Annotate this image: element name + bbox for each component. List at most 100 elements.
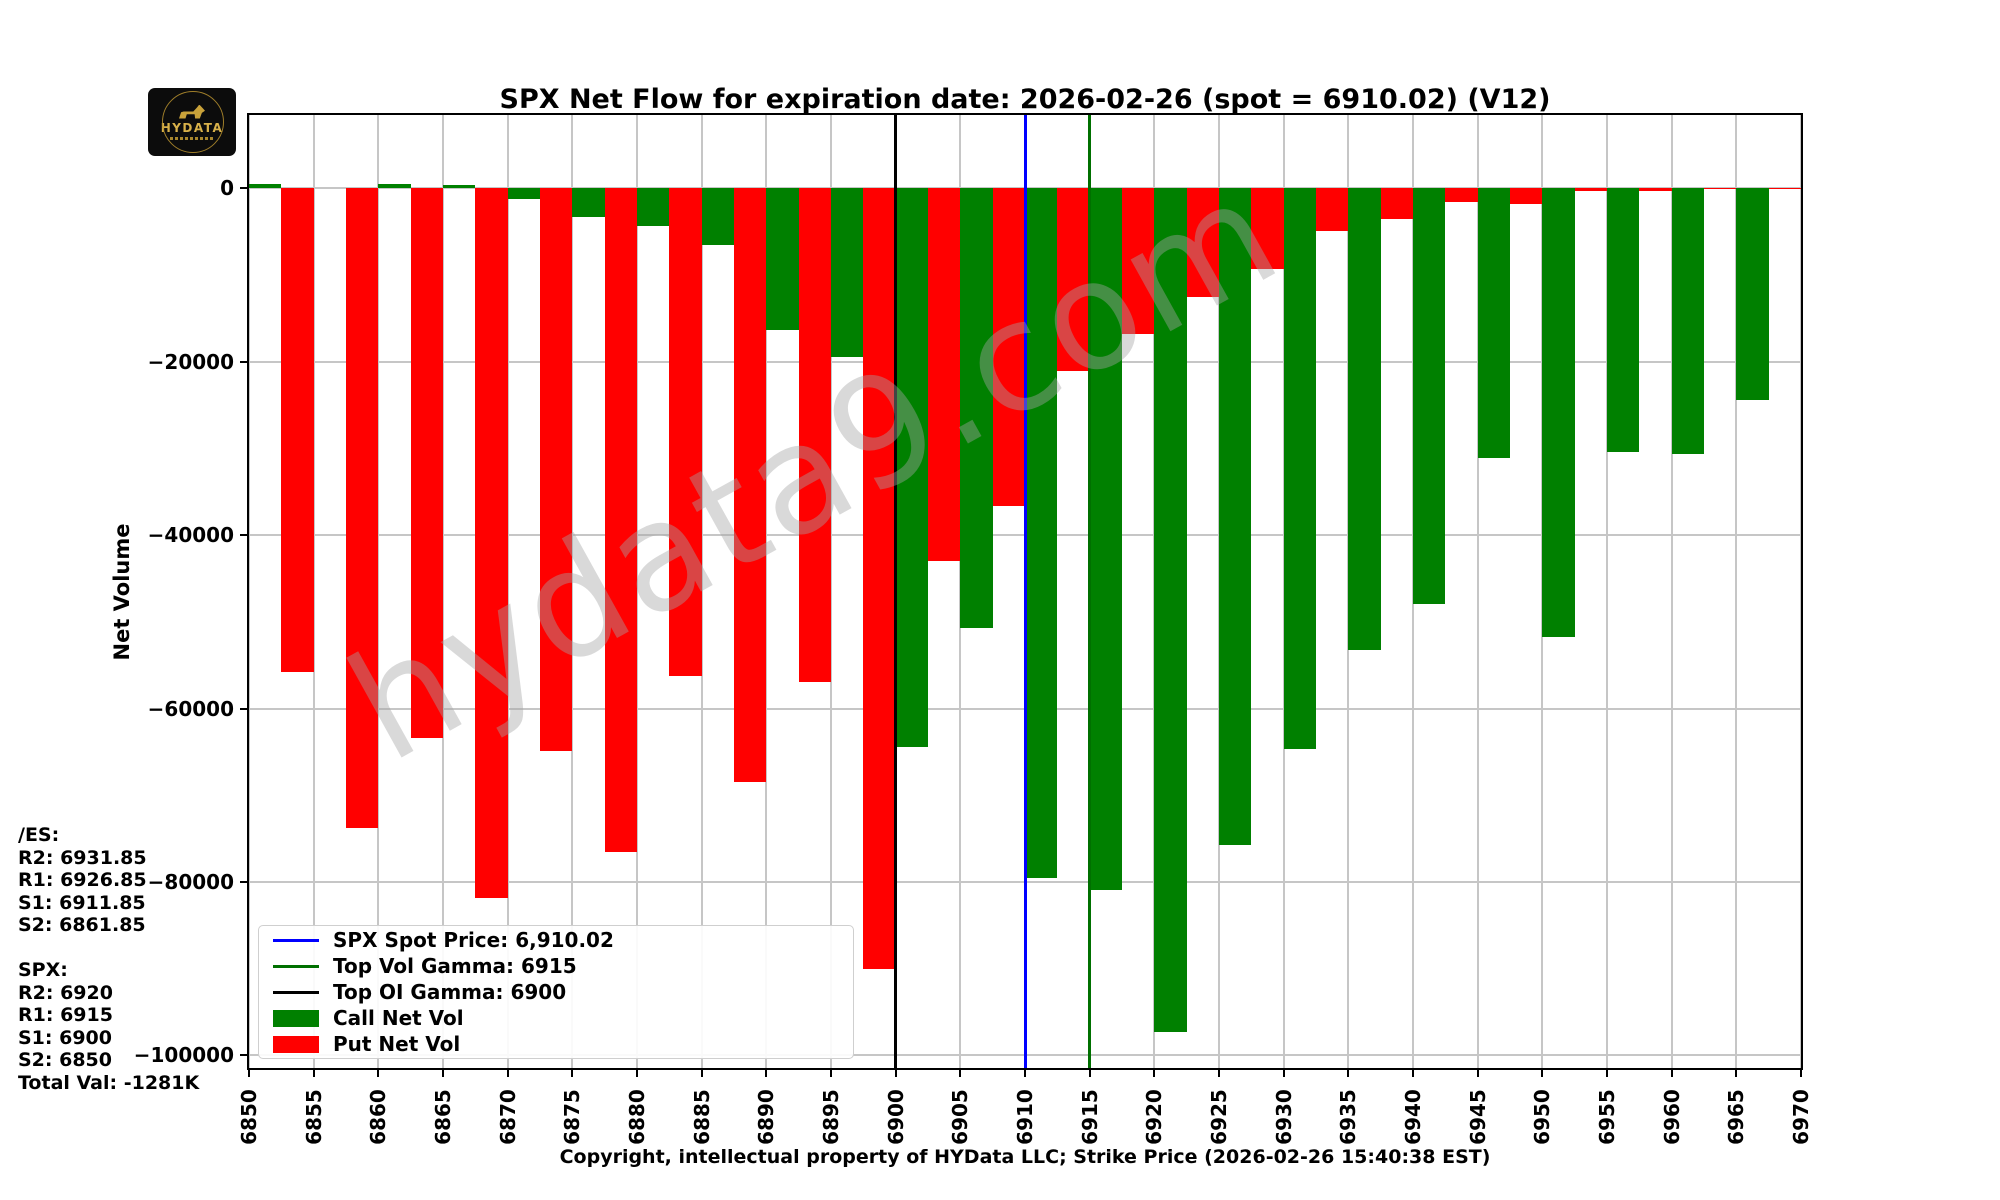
bar-call-6945 (1477, 188, 1510, 458)
x-tick-mark (1541, 1068, 1544, 1077)
hydata-logo: HYDATA (148, 88, 236, 156)
x-tick-mark (248, 1068, 250, 1077)
bar-call-6875 (572, 188, 605, 217)
v-gridline (765, 115, 768, 1068)
legend-row: Put Net Vol (259, 1031, 853, 1057)
y-tick-label: −80000 (147, 869, 234, 894)
x-tick-mark (1800, 1068, 1802, 1077)
bar-call-6910 (1025, 188, 1058, 879)
bar-put-6860 (410, 188, 443, 738)
plot-border-right (1801, 115, 1803, 1070)
reference-line-6910.02 (1023, 115, 1027, 1068)
legend: SPX Spot Price: 6,910.02 Top Vol Gamma: 6… (258, 925, 854, 1059)
legend-line-marker (273, 964, 319, 968)
y-tick-label: −20000 (147, 349, 234, 374)
x-tick-mark (1476, 1068, 1479, 1077)
bar-put-6905 (992, 188, 1025, 506)
x-tick-mark (700, 1068, 703, 1077)
bar-call-6865 (443, 184, 476, 189)
x-tick-label: 6855 (301, 1089, 326, 1145)
v-gridline (1735, 115, 1738, 1068)
v-gridline (442, 115, 444, 1068)
bar-put-6875 (604, 188, 637, 852)
bar-put-6855 (346, 188, 379, 829)
v-gridline (377, 115, 380, 1068)
x-tick-mark (571, 1068, 574, 1077)
x-tick-mark (377, 1068, 380, 1077)
legend-row: Top Vol Gamma: 6915 (259, 953, 853, 979)
v-gridline (830, 115, 832, 1068)
x-tick-mark (442, 1068, 444, 1077)
info-line: R2: 6931.85 (18, 846, 147, 869)
info-line: S2: 6861.85 (18, 914, 146, 936)
legend-marker-swatch (273, 1035, 319, 1053)
v-gridline (1606, 115, 1608, 1068)
bar-call-6940 (1413, 188, 1446, 605)
v-gridline (1476, 115, 1479, 1068)
bar-call-6935 (1348, 188, 1381, 650)
v-gridline (248, 115, 250, 1068)
bar-call-6915 (1089, 188, 1122, 890)
bar-call-6900 (895, 188, 928, 747)
bar-call-6895 (831, 188, 864, 358)
x-tick-mark (959, 1068, 962, 1077)
legend-marker-swatch (273, 1009, 319, 1027)
x-tick-mark (1218, 1068, 1220, 1077)
info-line (18, 937, 199, 960)
bar-put-6950 (1574, 188, 1607, 191)
chart-title: SPX Net Flow for expiration date: 2026-0… (499, 84, 1551, 115)
v-gridline (1670, 115, 1673, 1068)
info-line: Total Val: -1281K (18, 1071, 200, 1094)
bar-put-6945 (1510, 188, 1543, 204)
x-tick-label: 6860 (366, 1089, 391, 1145)
bar-call-6905 (960, 188, 993, 628)
info-line: /ES: (18, 824, 60, 846)
reference-line-6900 (894, 115, 898, 1068)
info-line: S1: 6911.85 (18, 891, 146, 914)
y-tick-mark (240, 187, 249, 190)
bar-call-6965 (1736, 188, 1769, 400)
legend-line-marker (273, 990, 319, 994)
x-tick-label: 6850 (237, 1089, 261, 1145)
bar-call-6960 (1671, 188, 1704, 455)
y-tick-mark (240, 1054, 249, 1057)
y-tick-label: 0 (220, 176, 234, 201)
info-line: S1: 6900 (18, 1026, 112, 1049)
v-gridline (506, 115, 509, 1068)
info-line: S2: 6850 (18, 1049, 112, 1071)
legend-label: Top OI Gamma: 6900 (333, 980, 567, 1004)
x-tick-mark (1088, 1068, 1091, 1077)
x-tick-mark (1153, 1068, 1156, 1077)
info-line: SPX: (18, 959, 68, 981)
v-gridline (312, 115, 315, 1068)
y-tick-label: −60000 (147, 696, 234, 721)
plot-border-top (247, 113, 1803, 115)
x-tick-mark (830, 1068, 832, 1077)
levels-info-panel: /ES: R2: 6931.85 R1: 6926.85 S1: 6911.85 S2:… (18, 824, 199, 1094)
x-tick-mark (765, 1068, 768, 1077)
v-gridline (700, 115, 703, 1068)
bar-call-6950 (1542, 188, 1575, 637)
bar-put-6870 (540, 188, 573, 751)
bar-call-6955 (1607, 188, 1640, 452)
x-tick-mark (506, 1068, 509, 1077)
bar-put-6930 (1316, 188, 1349, 231)
y-tick-mark (240, 534, 249, 537)
bar-put-6935 (1380, 188, 1413, 219)
x-tick-mark (1412, 1068, 1414, 1077)
x-tick-mark (894, 1068, 897, 1077)
bar-call-6890 (766, 188, 799, 330)
bar-put-6920 (1186, 188, 1219, 297)
legend-label: Top Vol Gamma: 6915 (333, 954, 577, 978)
bar-call-6860 (378, 183, 411, 189)
legend-row: Call Net Vol (259, 1005, 853, 1031)
y-tick-mark (240, 707, 249, 710)
x-tick-mark (1670, 1068, 1673, 1077)
x-tick-mark (636, 1068, 638, 1077)
y-tick-label: −40000 (147, 523, 234, 548)
legend-marker-swatch (273, 964, 319, 968)
x-tick-mark (1606, 1068, 1608, 1077)
x-tick-mark (1024, 1068, 1026, 1077)
x-tick-label: 6965 (1724, 1089, 1749, 1145)
bar-put-6880 (669, 188, 702, 676)
